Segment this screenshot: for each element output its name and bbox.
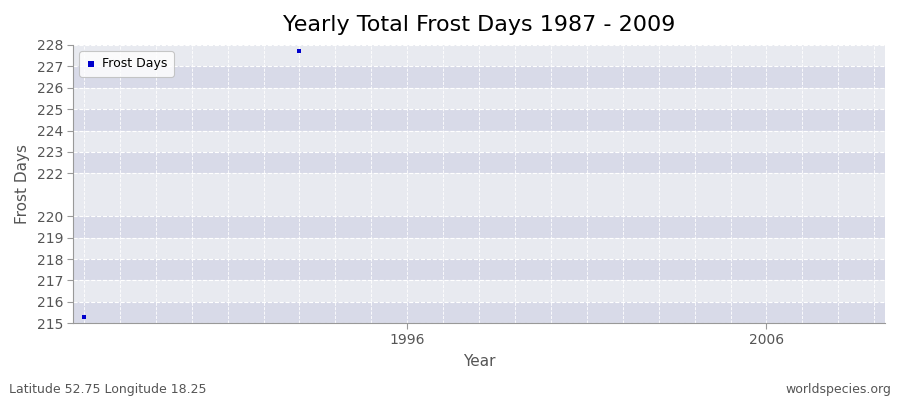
Title: Yearly Total Frost Days 1987 - 2009: Yearly Total Frost Days 1987 - 2009 — [283, 15, 675, 35]
Bar — [73, 302, 885, 323]
Bar — [73, 216, 885, 238]
Bar — [73, 66, 885, 88]
Bar — [73, 45, 885, 66]
Bar — [73, 109, 885, 130]
Frost Days — [292, 48, 307, 54]
Bar — [73, 174, 885, 216]
Bar — [73, 238, 885, 259]
Y-axis label: Frost Days: Frost Days — [15, 144, 30, 224]
X-axis label: Year: Year — [463, 354, 495, 369]
Legend: Frost Days: Frost Days — [79, 51, 174, 77]
Text: Latitude 52.75 Longitude 18.25: Latitude 52.75 Longitude 18.25 — [9, 383, 206, 396]
Bar — [73, 259, 885, 280]
Text: worldspecies.org: worldspecies.org — [785, 383, 891, 396]
Bar — [73, 280, 885, 302]
Bar — [73, 88, 885, 109]
Frost Days — [76, 314, 91, 320]
Bar — [73, 130, 885, 152]
Bar — [73, 152, 885, 174]
